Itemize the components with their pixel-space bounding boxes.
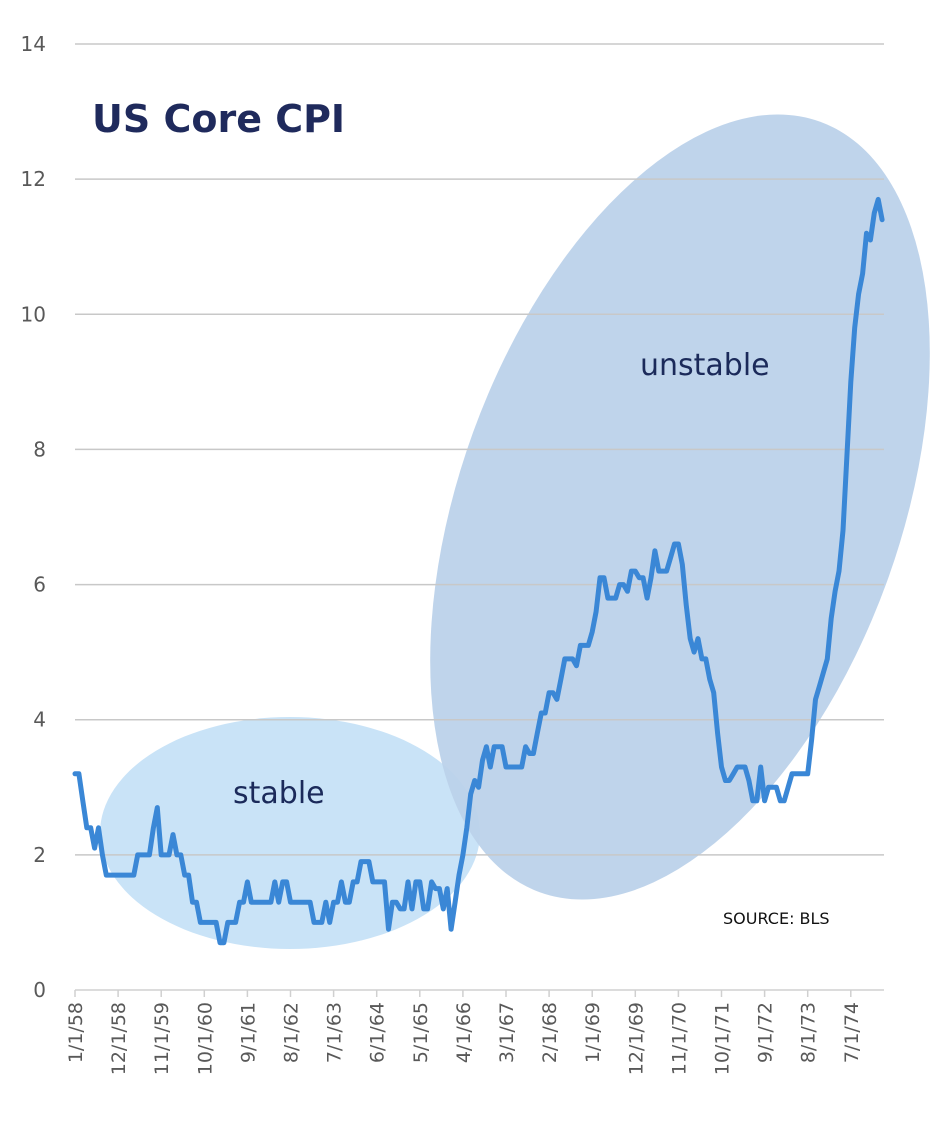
x-tick-label: 8/1/73 [798, 1002, 820, 1063]
x-tick-label: 9/1/61 [237, 1002, 259, 1063]
unstable-region-ellipse [430, 114, 930, 900]
y-tick-label: 10 [21, 302, 46, 326]
y-tick-label: 4 [33, 708, 46, 732]
x-tick-label: 8/1/62 [281, 1002, 303, 1063]
x-tick-label: 6/1/64 [367, 1002, 389, 1063]
source-note: SOURCE: BLS [723, 909, 830, 928]
stable-label: stable [233, 776, 325, 811]
x-tick-label: 12/1/58 [108, 1002, 130, 1075]
y-tick-label: 0 [33, 978, 46, 1002]
y-tick-label: 6 [33, 573, 46, 597]
x-tick-label: 7/1/63 [324, 1002, 346, 1063]
y-tick-label: 8 [33, 437, 46, 461]
x-tick-label: 11/1/70 [668, 1002, 690, 1075]
x-tick-label: 9/1/72 [755, 1002, 777, 1063]
gridlines [75, 43, 884, 856]
series-line-core-cpi [72, 196, 885, 946]
highlight-regions [100, 114, 930, 949]
x-tick-label: 4/1/66 [453, 1002, 475, 1063]
x-tick-labels: 1/1/58 12/1/58 11/1/59 10/1/60 9/1/61 8/1/62 7… [65, 1002, 863, 1075]
unstable-label: unstable [640, 348, 770, 383]
x-axis [74, 989, 884, 997]
x-tick-label: 10/1/60 [194, 1002, 216, 1075]
series-layer [72, 196, 885, 946]
x-tick-label: 1/1/69 [582, 1002, 604, 1063]
chart-title: US Core CPI [92, 97, 345, 141]
x-tick-label: 1/1/58 [65, 1002, 87, 1063]
x-tick-label: 10/1/71 [712, 1002, 734, 1075]
x-tick-label: 3/1/67 [496, 1002, 518, 1063]
y-tick-label: 14 [21, 32, 46, 56]
y-axis: 0 2 4 6 8 10 12 14 [21, 32, 46, 1002]
x-tick-label: 12/1/69 [625, 1002, 647, 1075]
x-tick-label: 2/1/68 [539, 1002, 561, 1063]
y-tick-label: 12 [21, 167, 46, 191]
x-tick-label: 5/1/65 [410, 1002, 432, 1063]
x-tick-label: 11/1/59 [151, 1002, 173, 1075]
y-tick-label: 2 [33, 843, 46, 867]
x-tick-label: 7/1/74 [841, 1002, 863, 1063]
